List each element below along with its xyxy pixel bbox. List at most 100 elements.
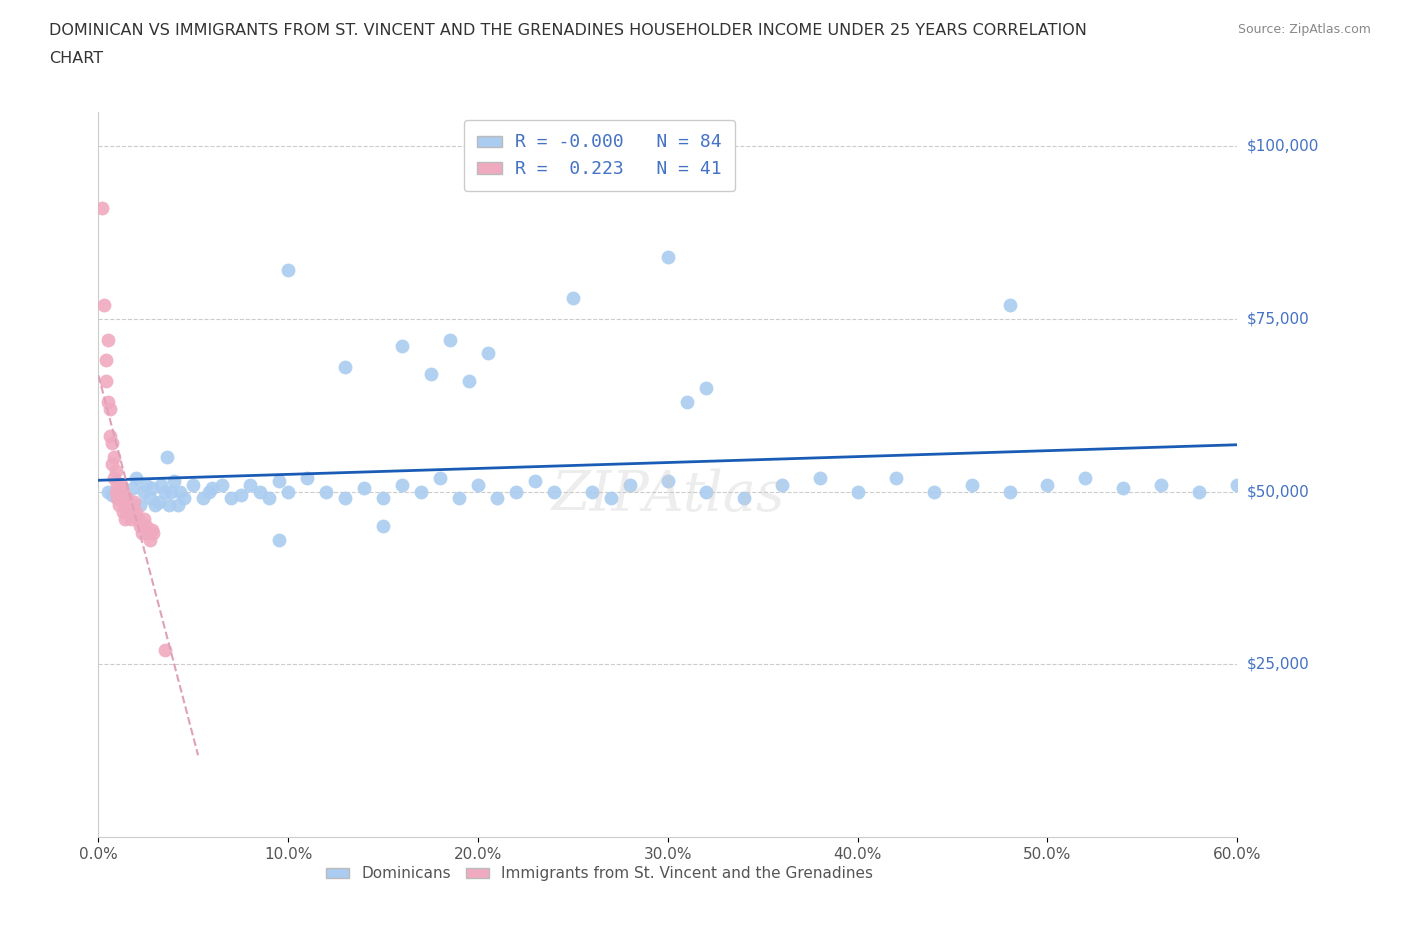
Point [173,491,195,506]
Point [449,491,471,506]
Legend: Dominicans, Immigrants from St. Vincent and the Grenadines: Dominicans, Immigrants from St. Vincent … [319,860,879,887]
Point [135,477,157,492]
Point [100,487,122,502]
Point [129,519,152,534]
Point [115,505,138,520]
Point [118,498,141,512]
Point [169,485,191,499]
Point [695,380,717,395]
Point [439,332,461,347]
Point [107,491,129,506]
Point [141,522,163,537]
Point [884,471,907,485]
Point [110,481,132,496]
Point [770,477,793,492]
Point [91,201,114,216]
Point [97,394,120,409]
Point [562,291,585,306]
Point [120,512,142,526]
Point [94,374,117,389]
Point [115,491,138,506]
Point [505,485,527,499]
Point [277,263,299,278]
Text: CHART: CHART [49,51,103,66]
Point [157,498,180,512]
Point [153,485,176,499]
Point [93,298,115,312]
Point [808,471,831,485]
Point [998,485,1021,499]
Point [457,374,479,389]
Point [239,477,262,492]
Point [98,401,121,416]
Point [110,477,132,492]
Point [136,525,159,540]
Point [411,485,433,499]
Point [267,473,290,488]
Point [159,485,181,499]
Point [110,491,132,506]
Point [145,498,167,512]
Point [127,512,149,526]
Point [267,533,290,548]
Point [676,394,699,409]
Point [107,491,129,506]
Point [657,473,679,488]
Point [100,457,122,472]
Point [353,481,375,496]
Point [114,498,136,512]
Point [695,485,717,499]
Point [183,477,205,492]
Point [524,473,547,488]
Text: $100,000: $100,000 [1247,139,1319,153]
Point [121,498,143,512]
Point [125,505,148,520]
Point [141,481,163,496]
Point [467,477,489,492]
Point [600,491,623,506]
Point [114,512,136,526]
Point [138,491,160,506]
Point [486,491,509,506]
Text: $50,000: $50,000 [1247,485,1309,499]
Point [97,332,120,347]
Point [163,473,186,488]
Point [129,498,152,512]
Text: DOMINICAN VS IMMIGRANTS FROM ST. VINCENT AND THE GRENADINES HOUSEHOLDER INCOME U: DOMINICAN VS IMMIGRANTS FROM ST. VINCENT… [49,23,1087,38]
Point [315,485,337,499]
Point [98,429,121,444]
Point [125,471,148,485]
Point [391,339,413,354]
Point [103,471,125,485]
Point [543,485,565,499]
Point [229,487,252,502]
Point [142,525,165,540]
Point [138,533,160,548]
Point [112,505,135,520]
Point [112,485,135,499]
Point [619,477,641,492]
Point [108,498,131,512]
Point [249,485,271,499]
Point [922,485,945,499]
Point [297,471,319,485]
Point [211,477,233,492]
Point [167,498,190,512]
Point [201,481,224,496]
Point [121,481,143,496]
Point [100,436,122,451]
Text: Source: ZipAtlas.com: Source: ZipAtlas.com [1237,23,1371,36]
Point [1150,477,1173,492]
Point [581,485,603,499]
Point [107,477,129,492]
Point [419,366,441,381]
Point [121,505,143,520]
Point [657,249,679,264]
Point [97,485,120,499]
Point [998,298,1021,312]
Point [335,360,357,375]
Point [108,485,131,499]
Point [960,477,983,492]
Point [221,491,243,506]
Point [153,643,176,658]
